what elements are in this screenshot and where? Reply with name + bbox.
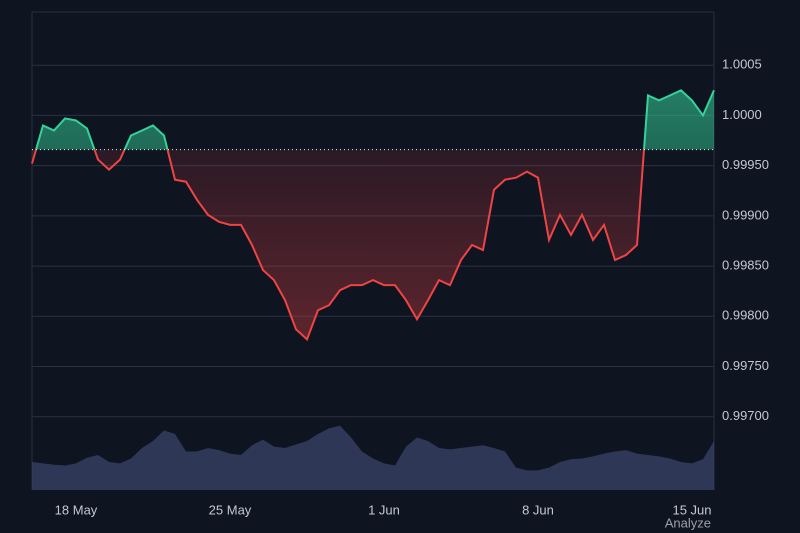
- x-tick-label: 18 May: [55, 502, 98, 517]
- volume-area: [32, 425, 714, 490]
- footer-text[interactable]: Analyze: [665, 515, 711, 530]
- area-down: [32, 149, 714, 340]
- price-line-down: [31, 149, 646, 342]
- y-tick-label: 0.99700: [722, 408, 769, 423]
- y-tick-label: 1.0005: [722, 57, 762, 72]
- y-tick-label: 0.99900: [722, 207, 769, 222]
- y-tick-label: 0.99800: [722, 308, 769, 323]
- x-tick-label: 25 May: [209, 502, 252, 517]
- y-tick-label: 1.0000: [722, 107, 762, 122]
- price-line-up: [35, 89, 715, 150]
- y-tick-label: 0.99750: [722, 358, 769, 373]
- y-tick-label: 0.99950: [722, 157, 769, 172]
- x-tick-label: 15 Jun: [672, 502, 711, 517]
- x-tick-label: 8 Jun: [522, 502, 554, 517]
- area-up: [36, 90, 714, 150]
- x-tick-label: 1 Jun: [368, 502, 400, 517]
- y-tick-label: 0.99850: [722, 258, 769, 273]
